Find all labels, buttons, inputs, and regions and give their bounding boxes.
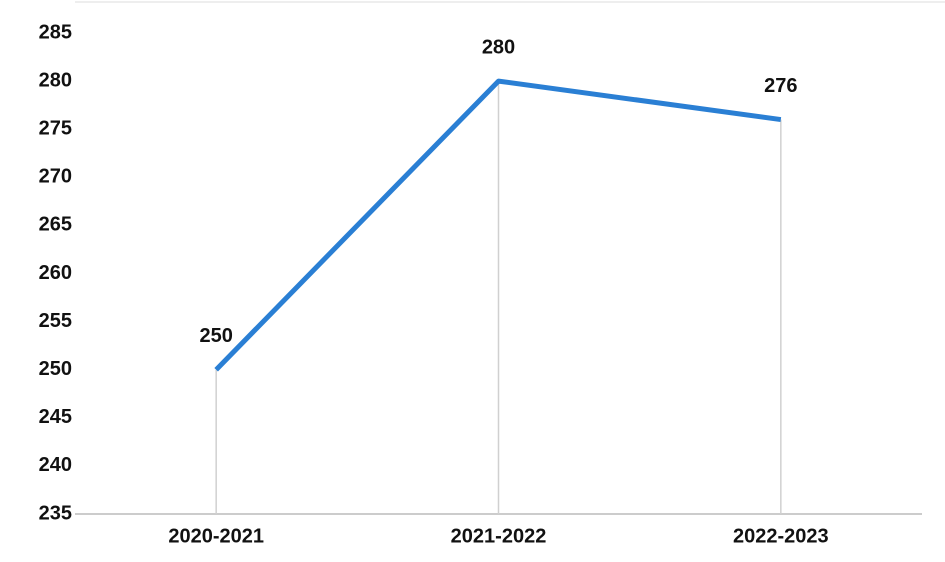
y-tick-label: 250: [39, 358, 72, 380]
y-tick-label: 235: [39, 502, 72, 524]
line: [214, 78, 782, 372]
y-tick-label: 275: [39, 117, 72, 139]
data-label: 280: [482, 36, 515, 58]
data-label: 276: [764, 75, 797, 97]
y-tick-label: 280: [39, 69, 72, 91]
y-tick-label: 245: [39, 406, 72, 428]
data-label: 250: [199, 325, 232, 347]
y-tick-label: 260: [39, 262, 72, 284]
y-tick-label: 255: [39, 310, 72, 332]
y-tick-label: 270: [39, 166, 72, 188]
x-tick-label: 2021-2022: [451, 525, 547, 547]
x-tick-label: 2022-2023: [733, 525, 829, 547]
y-tick-label: 285: [39, 21, 72, 43]
y-tick-label: 240: [39, 454, 72, 476]
x-tick-label: 2020-2021: [168, 525, 264, 547]
y-tick-label: 265: [39, 214, 72, 236]
